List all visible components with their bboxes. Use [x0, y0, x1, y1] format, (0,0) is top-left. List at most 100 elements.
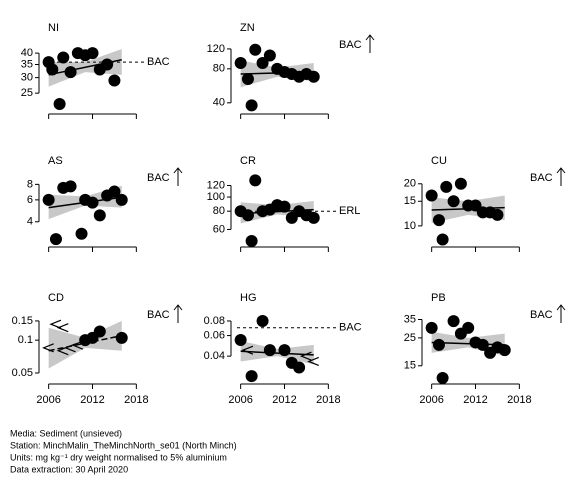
- reference-label: BAC: [147, 56, 170, 68]
- data-point: [49, 233, 62, 246]
- panel-title: CD: [48, 292, 64, 304]
- censored-point: [299, 351, 312, 361]
- y-tick-label: 8: [27, 178, 33, 190]
- censored-point: [49, 319, 62, 329]
- y-tick-label: 4: [27, 216, 33, 228]
- censored-point: [241, 345, 254, 355]
- data-point: [440, 180, 453, 193]
- data-point: [101, 58, 114, 71]
- y-tick-label: 25: [404, 332, 416, 344]
- panel-title: CR: [240, 155, 256, 167]
- footer-line: Data extraction: 30 April 2020: [10, 464, 128, 474]
- data-point: [263, 344, 276, 357]
- data-point: [115, 331, 128, 344]
- x-tick-label: 2018: [124, 394, 148, 406]
- above-label: BAC: [339, 39, 362, 51]
- x-tick-label: 2012: [463, 394, 487, 406]
- panel-title: HG: [240, 292, 257, 304]
- censored-point: [71, 340, 84, 350]
- data-point: [436, 372, 449, 384]
- data-point: [53, 98, 66, 111]
- data-point: [234, 57, 247, 70]
- x-tick-label: 2018: [316, 394, 340, 406]
- y-tick-label: 0.1: [18, 334, 33, 346]
- data-point: [491, 208, 504, 221]
- data-point: [256, 314, 269, 327]
- y-tick-label: 35: [21, 58, 33, 70]
- y-tick-label: 120: [207, 179, 225, 191]
- above-label: BAC: [147, 172, 170, 184]
- panel-title: NI: [48, 22, 59, 34]
- data-point: [293, 361, 306, 374]
- data-point: [462, 321, 475, 334]
- y-tick-label: 25: [21, 87, 33, 99]
- y-tick-label: 0.04: [204, 350, 225, 362]
- y-tick-label: 10: [404, 220, 416, 232]
- data-point: [93, 209, 106, 222]
- data-point: [115, 193, 128, 206]
- y-tick-label: 100: [207, 191, 225, 203]
- data-point: [42, 193, 55, 206]
- trend-line: [240, 350, 314, 356]
- panel-title: ZN: [240, 22, 255, 34]
- footer-line: Units: mg kg⁻¹ dry weight normalised to …: [10, 452, 227, 462]
- censored-point: [42, 343, 54, 353]
- data-point: [46, 63, 59, 76]
- footer-line: Media: Sediment (unsieved): [10, 428, 122, 438]
- panel-title: AS: [48, 155, 63, 167]
- y-tick-label: 80: [213, 205, 225, 217]
- data-point: [278, 344, 291, 357]
- x-tick-label: 2006: [419, 394, 443, 406]
- reference-label: ERL: [339, 205, 360, 217]
- data-point: [454, 177, 467, 190]
- y-tick-label: 40: [21, 47, 33, 59]
- up-arrow: [556, 167, 566, 186]
- data-point: [432, 214, 445, 227]
- data-point: [263, 49, 276, 62]
- x-tick-label: 2018: [507, 394, 531, 406]
- data-point: [245, 99, 258, 112]
- data-point: [447, 195, 460, 208]
- data-point: [86, 47, 99, 60]
- data-point: [307, 211, 320, 224]
- y-tick-label: 35: [404, 313, 416, 325]
- data-point: [476, 338, 489, 351]
- data-point: [86, 196, 99, 209]
- y-tick-label: 15: [404, 360, 416, 372]
- footer-line: Station: MinchMalin_TheMinchNorth_se01 (…: [10, 440, 237, 450]
- data-point: [425, 321, 438, 334]
- data-point: [256, 57, 269, 70]
- above-label: BAC: [530, 172, 553, 184]
- x-tick-label: 2012: [272, 394, 296, 406]
- up-arrow: [173, 167, 183, 186]
- data-point: [64, 66, 77, 79]
- y-tick-label: 6: [27, 194, 33, 206]
- above-label: BAC: [147, 309, 170, 321]
- data-point: [447, 315, 460, 328]
- data-point: [498, 344, 511, 357]
- y-tick-label: 0.15: [12, 315, 33, 327]
- data-point: [249, 174, 262, 187]
- data-point: [234, 333, 247, 346]
- data-point: [57, 51, 70, 64]
- above-label: BAC: [530, 309, 553, 321]
- reference-label: BAC: [339, 322, 362, 334]
- data-point: [93, 325, 106, 338]
- y-tick-label: 80: [213, 63, 225, 75]
- x-tick-label: 2006: [228, 394, 252, 406]
- data-point: [436, 233, 449, 246]
- censored-point: [307, 356, 319, 367]
- panel-title: PB: [431, 292, 446, 304]
- x-tick-label: 2006: [36, 394, 60, 406]
- data-point: [108, 74, 121, 87]
- y-tick-label: 40: [213, 97, 225, 109]
- up-arrow: [173, 304, 183, 323]
- data-point: [75, 227, 88, 240]
- y-tick-label: 0.06: [204, 329, 225, 341]
- data-point: [245, 235, 258, 247]
- data-point: [108, 185, 121, 198]
- y-tick-label: 120: [207, 43, 225, 55]
- data-point: [425, 189, 438, 202]
- y-tick-label: 0.05: [12, 367, 33, 379]
